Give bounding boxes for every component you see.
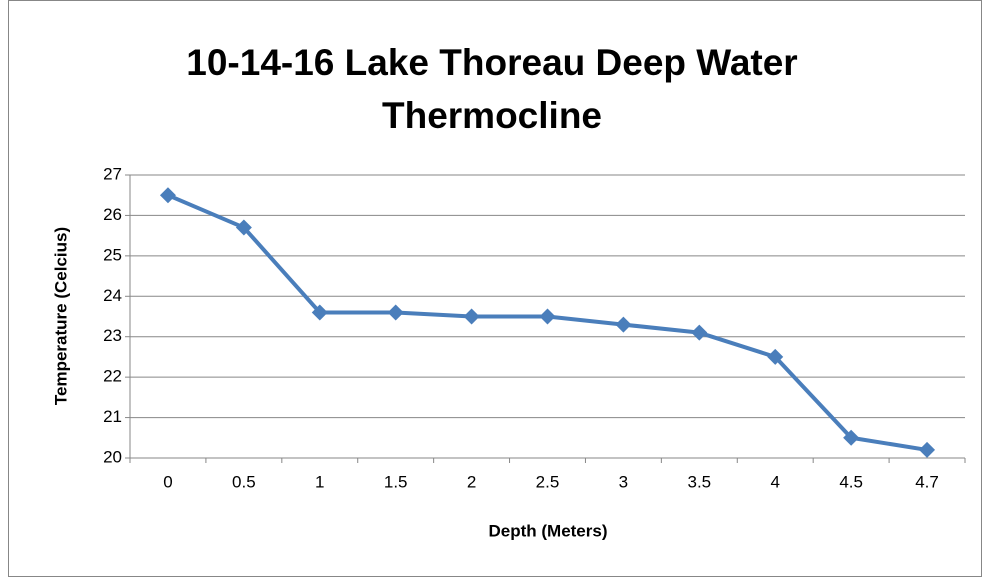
- x-tick-label: 0.5: [232, 472, 256, 491]
- x-tick-label: 4.5: [839, 472, 863, 491]
- marker: [387, 304, 404, 321]
- x-tick-label: 2.5: [536, 472, 560, 491]
- y-tick-label: 25: [103, 245, 122, 264]
- marker: [539, 308, 556, 325]
- marker: [767, 348, 784, 365]
- marker: [691, 324, 708, 341]
- x-tick-label: 3.5: [687, 472, 711, 491]
- marker: [463, 308, 480, 325]
- y-axis-label: Temperature (Celcius): [51, 227, 70, 405]
- y-tick-label: 20: [103, 447, 122, 466]
- x-tick-label: 4: [770, 472, 779, 491]
- marker: [843, 429, 860, 446]
- marker: [311, 304, 328, 321]
- y-tick-label: 23: [103, 326, 122, 345]
- chart-title: 10-14-16 Lake Thoreau Deep Water Thermoc…: [186, 42, 798, 136]
- marker: [615, 316, 632, 333]
- y-tick-label: 24: [103, 286, 122, 305]
- marker: [235, 219, 252, 236]
- x-axis-label: Depth (Meters): [488, 521, 607, 540]
- y-tick-label: 26: [103, 205, 122, 224]
- x-tick-label: 0: [163, 472, 172, 491]
- chart-border: [8, 0, 982, 577]
- y-tick-label: 22: [103, 367, 122, 386]
- marker: [159, 187, 176, 204]
- x-tick-label: 3: [619, 472, 628, 491]
- x-tick-label: 1.5: [384, 472, 408, 491]
- x-tick-label: 1: [315, 472, 324, 491]
- marker: [919, 441, 936, 458]
- y-tick-label: 27: [103, 164, 122, 183]
- x-tick-label: 2: [467, 472, 476, 491]
- y-tick-label: 21: [103, 407, 122, 426]
- x-tick-label: 4.7: [915, 472, 939, 491]
